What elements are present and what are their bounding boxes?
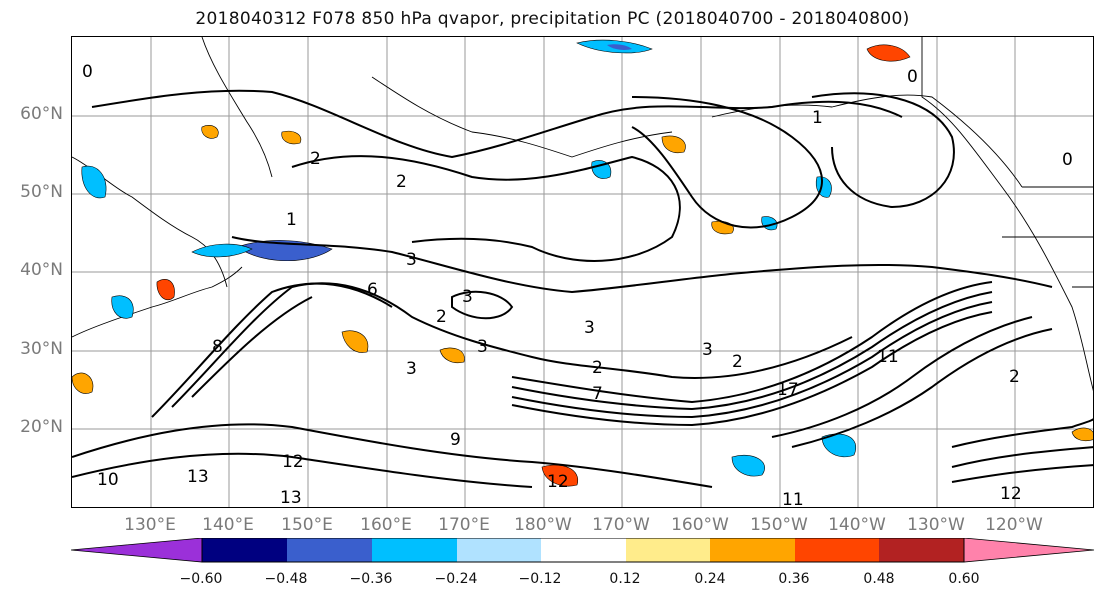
lon-label: 130°E	[124, 515, 176, 535]
lat-label-40n: 40°N	[20, 260, 63, 280]
lon-label: 170°W	[592, 515, 650, 535]
colorbar-tick: 0.12	[609, 571, 641, 587]
lon-label: 140°W	[828, 515, 886, 535]
contour-label: 12	[547, 472, 569, 492]
contour-label: 12	[282, 452, 304, 472]
contour-label: 2	[310, 149, 321, 169]
lat-label-20n: 20°N	[20, 417, 63, 437]
lon-label: 120°W	[985, 515, 1043, 535]
lon-label: 160°E	[360, 515, 412, 535]
colorbar-tick: 0.60	[948, 571, 980, 587]
colorbar-tick: −0.24	[434, 571, 478, 587]
lon-label: 170°E	[438, 515, 490, 535]
contour-label: 9	[450, 430, 461, 450]
contour-label: 2	[732, 352, 743, 372]
contour-label: 3	[406, 359, 417, 379]
colorbar-tick: −0.12	[518, 571, 562, 587]
contour-label: 17	[777, 380, 799, 400]
contour-label: 2	[592, 358, 603, 378]
precip-patches	[72, 39, 1093, 487]
lon-label: 180°W	[514, 515, 572, 535]
contour-labels: 0 2 2 1 3 3 2 6 3 3 2 3 8 9 12 13 13 12 …	[82, 62, 1073, 508]
contour-label: 12	[1000, 484, 1022, 504]
colorbar-tick: 0.36	[778, 571, 810, 587]
contour-label: 0	[907, 67, 918, 87]
colorbar-swatch	[963, 538, 1095, 563]
lon-label: 140°E	[202, 515, 254, 535]
map-title: 2018040312 F078 850 hPa qvapor, precipit…	[195, 9, 910, 29]
contour-label: 3	[406, 250, 417, 270]
colorbar-swatch	[710, 538, 795, 562]
colorbar-swatch	[372, 538, 457, 562]
contour-label: 8	[212, 337, 223, 357]
contour-label: 3	[477, 337, 488, 357]
colorbar-swatch	[457, 538, 541, 562]
lat-label-30n: 30°N	[20, 339, 63, 359]
colorbar-tick: −0.48	[264, 571, 308, 587]
colorbar-swatch	[879, 538, 964, 562]
map-canvas: 0 2 2 1 3 3 2 6 3 3 2 3 8 9 12 13 13 12 …	[72, 37, 1093, 508]
contour-label: 0	[82, 62, 93, 82]
contour-label: 3	[584, 318, 595, 338]
contour-label: 13	[280, 488, 302, 508]
colorbar-swatch	[287, 538, 372, 562]
contour-label: 2	[1009, 367, 1020, 387]
graticule	[72, 37, 1093, 507]
contour-label: 3	[702, 340, 713, 360]
colorbar	[71, 538, 1095, 563]
contour-label: 2	[396, 172, 407, 192]
lat-label-60n: 60°N	[20, 104, 63, 124]
lon-label: 160°W	[671, 515, 729, 535]
colorbar-swatch	[626, 538, 710, 562]
contour-label: 1	[812, 108, 823, 128]
qvapor-contours	[72, 89, 1093, 488]
colorbar-swatch	[541, 538, 626, 562]
colorbar-swatch	[795, 538, 879, 562]
colorbar-swatch	[202, 538, 287, 562]
colorbar-tick: 0.24	[694, 571, 726, 587]
contour-label: 2	[436, 307, 447, 327]
lon-label: 150°W	[750, 515, 808, 535]
contour-label: 3	[462, 287, 473, 307]
contour-label: 0	[1062, 150, 1073, 170]
map-panel: 0 2 2 1 3 3 2 6 3 3 2 3 8 9 12 13 13 12 …	[71, 36, 1094, 508]
lon-label: 150°E	[281, 515, 333, 535]
contour-label: 11	[782, 490, 804, 508]
contour-label: 13	[187, 467, 209, 487]
lat-label-50n: 50°N	[20, 182, 63, 202]
contour-label: 1	[286, 210, 297, 230]
lon-label: 130°W	[907, 515, 965, 535]
colorbar-tick: −0.36	[349, 571, 393, 587]
colorbar-swatch	[71, 538, 203, 563]
contour-label: 6	[367, 280, 378, 300]
contour-label: 11	[877, 347, 899, 367]
colorbar-tick: 0.48	[863, 571, 895, 587]
contour-label: 10	[97, 470, 119, 490]
colorbar-tick: −0.60	[179, 571, 223, 587]
contour-label: 7	[592, 384, 603, 404]
